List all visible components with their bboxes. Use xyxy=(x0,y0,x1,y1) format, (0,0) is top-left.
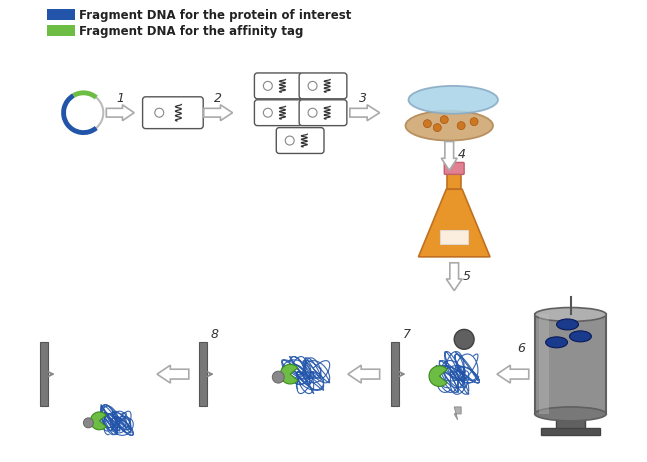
Bar xyxy=(47,9,74,20)
FancyBboxPatch shape xyxy=(276,128,324,153)
Polygon shape xyxy=(106,105,134,121)
Text: 6: 6 xyxy=(517,342,525,355)
Circle shape xyxy=(441,116,448,124)
Circle shape xyxy=(83,418,93,428)
FancyBboxPatch shape xyxy=(254,100,302,126)
Wedge shape xyxy=(280,365,298,384)
Bar xyxy=(47,25,74,36)
Ellipse shape xyxy=(534,407,606,421)
Bar xyxy=(556,416,586,430)
Bar xyxy=(447,173,461,189)
Text: Fragment DNA for the protein of interest: Fragment DNA for the protein of interest xyxy=(80,9,352,22)
Text: 3: 3 xyxy=(359,92,367,105)
Text: 5: 5 xyxy=(463,270,471,283)
FancyBboxPatch shape xyxy=(254,73,302,99)
Circle shape xyxy=(457,122,465,130)
Ellipse shape xyxy=(569,331,591,342)
Text: 1: 1 xyxy=(116,92,124,105)
Text: 4: 4 xyxy=(458,148,466,161)
Polygon shape xyxy=(454,407,461,420)
Bar xyxy=(391,342,399,406)
Bar xyxy=(534,315,606,414)
Wedge shape xyxy=(429,366,447,386)
Text: 2: 2 xyxy=(214,92,222,105)
Polygon shape xyxy=(157,365,189,383)
Bar xyxy=(441,230,468,244)
Circle shape xyxy=(433,124,441,132)
FancyBboxPatch shape xyxy=(299,100,347,126)
Ellipse shape xyxy=(556,319,578,330)
Polygon shape xyxy=(497,365,529,383)
Circle shape xyxy=(454,329,474,349)
Bar xyxy=(39,342,48,406)
Circle shape xyxy=(272,371,284,383)
Polygon shape xyxy=(446,263,462,291)
FancyBboxPatch shape xyxy=(299,73,347,99)
Circle shape xyxy=(423,120,432,128)
Wedge shape xyxy=(91,412,106,430)
Polygon shape xyxy=(204,105,232,121)
Text: 8: 8 xyxy=(211,328,219,341)
Polygon shape xyxy=(348,365,380,383)
Bar xyxy=(199,342,206,406)
Bar xyxy=(541,428,600,435)
Bar xyxy=(539,315,549,414)
Polygon shape xyxy=(419,189,490,257)
Ellipse shape xyxy=(406,111,493,140)
Polygon shape xyxy=(441,141,457,170)
Text: 7: 7 xyxy=(402,328,411,341)
FancyBboxPatch shape xyxy=(142,97,203,128)
Text: Fragment DNA for the affinity tag: Fragment DNA for the affinity tag xyxy=(80,24,304,38)
Ellipse shape xyxy=(408,86,498,114)
Ellipse shape xyxy=(545,337,567,348)
Polygon shape xyxy=(350,105,380,121)
Ellipse shape xyxy=(534,308,606,322)
Circle shape xyxy=(470,118,478,126)
FancyBboxPatch shape xyxy=(444,163,464,174)
